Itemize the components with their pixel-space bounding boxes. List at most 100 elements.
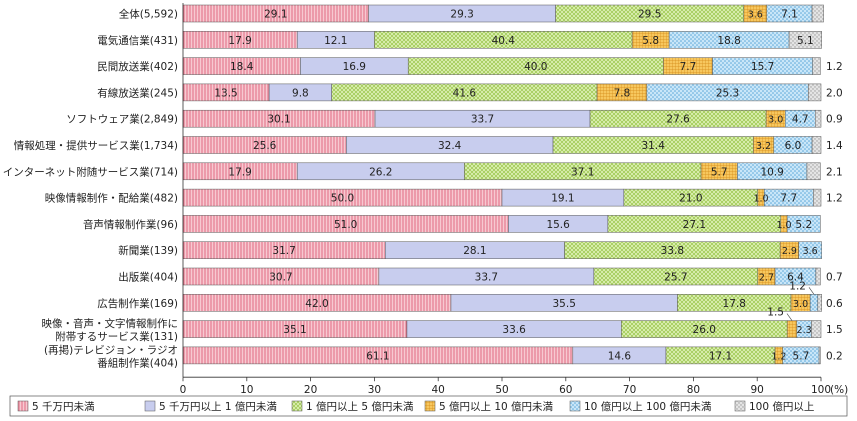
data-label: 7.1 (781, 9, 798, 21)
data-label: 19.1 (551, 193, 574, 205)
bar-segment (786, 320, 798, 338)
outside-label: 1.4 (826, 140, 843, 152)
data-label: 26.0 (693, 324, 716, 336)
x-tick-label: 0 (180, 384, 187, 396)
data-label: 17.8 (723, 298, 746, 310)
category-label: 広告制作業(169) (97, 297, 178, 310)
data-label: 1.0 (753, 194, 768, 205)
bar-segment (788, 31, 822, 49)
x-tick-label: 100 (811, 384, 831, 396)
bars (182, 4, 824, 365)
category-label: ソフトウェア業(2,849) (66, 113, 178, 126)
data-label: 3.6 (748, 10, 763, 21)
outside-label: 1.5 (826, 324, 843, 336)
outside-label: 0.7 (826, 272, 843, 284)
legend-label: 1 億円以上 5 億円未満 (306, 400, 414, 413)
category-label: (再掲)テレビジョン・ラジオ (44, 344, 178, 356)
outside-label: 0.6 (826, 298, 843, 310)
data-label: 15.6 (546, 219, 570, 231)
data-label: 26.2 (369, 166, 392, 178)
bar-segment (811, 320, 822, 338)
bar-segment (798, 241, 822, 259)
x-tick-label: 20 (304, 384, 317, 396)
legend-label: 100 億円以上 (749, 400, 814, 413)
legend-label: 5 千万円以上 1 億円未満 (159, 400, 277, 413)
category-label: 新聞業(139) (118, 244, 178, 257)
callout-line (786, 313, 793, 321)
category-label: 映像・音声・文字情報制作に (42, 317, 179, 330)
data-label: 7.8 (614, 87, 631, 99)
outside-label: 1.2 (826, 61, 843, 73)
data-label: 6.0 (785, 140, 802, 152)
data-label: 61.1 (366, 350, 389, 362)
outside-labels: 1.2 2.0 0.9 1.4 2.1 1.2 0.7 0.6 1.5 0.2 (826, 61, 843, 362)
data-label: 29.1 (264, 9, 287, 21)
data-label: 3.6 (803, 246, 818, 257)
bar-segment (815, 109, 822, 128)
category-label: 全体(5,592) (119, 8, 178, 21)
data-label: 27.1 (683, 219, 706, 231)
data-label: 5.7 (711, 166, 728, 178)
data-label: 3.0 (793, 299, 808, 310)
x-unit-label: (%) (830, 384, 848, 396)
data-label: 50.0 (331, 193, 354, 205)
x-tick-label: 30 (368, 384, 381, 396)
legend-swatch (144, 400, 156, 412)
data-label: 3.2 (756, 141, 771, 152)
bar-segment (811, 4, 824, 23)
bar-segment (815, 267, 821, 286)
legend-swatch (424, 400, 436, 412)
data-label: 5.2 (795, 219, 812, 231)
data-label: 33.7 (471, 114, 494, 126)
data-label: 30.1 (267, 114, 290, 126)
data-label: 5.7 (793, 350, 810, 362)
data-label: 15.7 (751, 61, 774, 73)
data-label: 4.7 (792, 114, 809, 126)
bar-segment (818, 346, 821, 365)
data-label: 33.6 (502, 324, 526, 336)
callout-line (808, 287, 815, 295)
category-label: 映像情報制作・配給業(482) (45, 192, 178, 205)
data-label: 35.1 (283, 324, 306, 336)
data-label: 2.3 (797, 325, 812, 336)
bar-segment (786, 215, 821, 233)
bar-segment (813, 188, 822, 207)
data-label: 10.9 (760, 166, 783, 178)
x-tick-label: 60 (559, 384, 572, 396)
bar-segment (811, 136, 822, 154)
legend-label: 5 億円以上 10 億円未満 (439, 400, 554, 413)
category-label: インターネット附随サービス業(714) (3, 165, 178, 178)
x-tick-label: 90 (751, 384, 764, 396)
data-label: 9.8 (292, 87, 309, 99)
data-label: 28.1 (463, 245, 486, 257)
outside-label: 0.2 (826, 350, 843, 362)
data-label: 12.1 (324, 35, 347, 47)
category-label: 有線放送業(245) (97, 86, 178, 99)
data-label: 31.4 (642, 140, 666, 152)
legend-swatch (17, 400, 29, 412)
data-label: 1.0 (776, 220, 791, 231)
data-label: 25.7 (664, 272, 687, 284)
outside-label: 2.0 (826, 87, 843, 99)
data-label: 18.4 (230, 61, 254, 73)
data-label: 32.4 (438, 140, 462, 152)
outside-label: 2.1 (826, 166, 843, 178)
data-label: 2.7 (759, 273, 774, 284)
category-label: 情報処理・提供サービス業(1,734) (14, 139, 178, 152)
data-label: 30.7 (269, 272, 292, 284)
category-label: 電気通信業(431) (97, 34, 178, 47)
data-label: 31.7 (272, 245, 295, 257)
legend-swatch (569, 400, 581, 412)
category-label: 民間放送業(402) (97, 60, 178, 73)
callout-label: 1.2 (789, 280, 806, 292)
bar-segment (809, 294, 819, 312)
x-axis: 0 10 20 30 40 50 60 70 80 90 100(%) (180, 3, 848, 396)
bar-segment (806, 162, 821, 181)
legend-label: 10 億円以上 100 億円未満 (584, 400, 712, 413)
data-label: 25.3 (716, 87, 739, 99)
data-label: 27.6 (666, 114, 690, 126)
data-label: 40.4 (492, 35, 516, 47)
data-label: 37.1 (571, 166, 594, 178)
bar-segment (807, 83, 822, 102)
